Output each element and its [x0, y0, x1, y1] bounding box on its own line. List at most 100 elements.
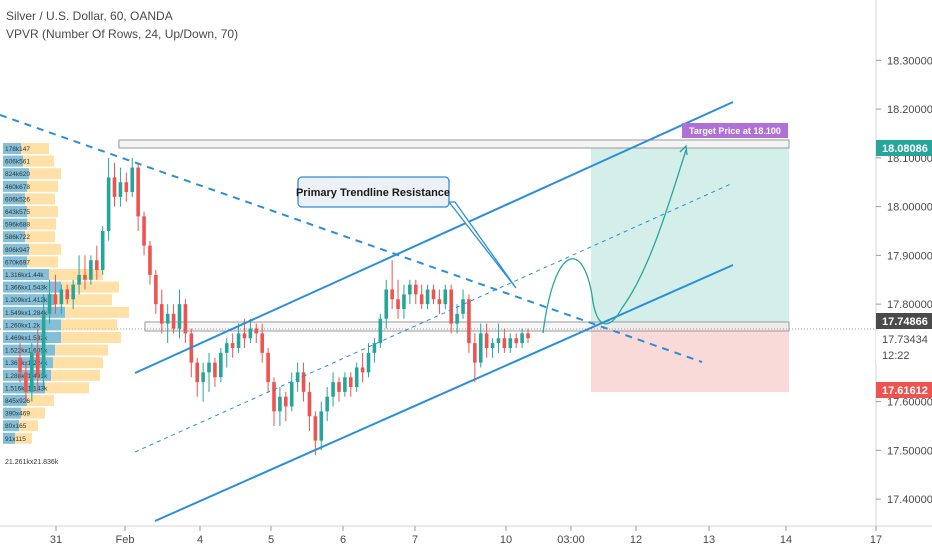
- time-tick-label: 4: [197, 534, 203, 546]
- candle: [136, 162, 140, 231]
- candle: [278, 387, 282, 426]
- channel-lower-line[interactable]: [154, 264, 734, 522]
- time-tick-label: 31: [50, 534, 62, 546]
- projection-arrowhead: [679, 144, 688, 156]
- volume-row-up: [3, 206, 27, 217]
- price-tick-label: 18.00000: [887, 202, 932, 214]
- volume-row-up: [3, 143, 21, 154]
- candle: [484, 323, 489, 358]
- volume-row-label: 80x165: [5, 423, 27, 430]
- candle-body: [396, 299, 400, 309]
- callout-pointer: [420, 201, 517, 289]
- candle: [266, 348, 270, 392]
- volume-row-down: [3, 243, 61, 255]
- time-tick-label: 14: [780, 534, 792, 546]
- candle-body: [325, 396, 329, 412]
- price-badge-label: 17.74866: [882, 316, 928, 328]
- candle-body: [207, 362, 211, 373]
- candle-body: [100, 231, 105, 270]
- volume-row-up: [3, 407, 21, 419]
- target-zone: [591, 147, 789, 325]
- candle: [431, 284, 436, 305]
- time-scale[interactable]: 31 Feb 4 5 6 7 10 03:00 12 13 14 17: [50, 526, 882, 546]
- candle-body: [508, 338, 513, 348]
- time-tick-label: 5: [268, 534, 274, 546]
- candle: [378, 313, 383, 348]
- volume-row-up: [3, 332, 61, 343]
- candle-body: [295, 372, 300, 383]
- candle: [301, 362, 306, 402]
- candle-body: [248, 328, 253, 339]
- volume-row-down: [3, 382, 89, 394]
- candle: [213, 357, 217, 387]
- candle-body: [89, 260, 93, 280]
- candle-body: [331, 382, 335, 397]
- callout-box[interactable]: [297, 176, 450, 208]
- candle: [77, 255, 81, 295]
- candle-body: [83, 274, 87, 280]
- candle: [384, 279, 389, 329]
- candle: [100, 226, 105, 275]
- channel-upper-line[interactable]: [134, 101, 734, 374]
- candle-body: [461, 299, 465, 314]
- candle-body: [106, 177, 111, 231]
- candle: [35, 328, 40, 392]
- candle-body: [467, 299, 471, 344]
- candle: [425, 284, 430, 309]
- volume-row-down: [3, 294, 112, 306]
- candle-body: [278, 396, 282, 412]
- candle: [514, 333, 518, 348]
- candle-body: [236, 333, 241, 348]
- candle-body: [490, 343, 495, 348]
- callout-label: Primary Trendline Resistance: [296, 187, 450, 199]
- volume-row-label: 1.549kx1.284k: [5, 310, 48, 317]
- channel-mid-line[interactable]: [134, 182, 734, 453]
- candle-body: [478, 333, 483, 363]
- candle: [408, 279, 412, 305]
- price-scale[interactable]: 18.3000018.2000018.1000018.0000017.90000…: [876, 55, 932, 506]
- price-tick-label: 18.20000: [887, 104, 932, 116]
- candle: [366, 343, 371, 378]
- volume-row-up: [3, 306, 65, 318]
- candle-body: [319, 411, 324, 441]
- candle-body: [473, 343, 477, 363]
- volume-row-up: [3, 155, 23, 167]
- candle-body: [148, 245, 152, 275]
- volume-row-label: 606k526: [5, 196, 30, 203]
- candle-body: [390, 289, 394, 300]
- candle-body: [431, 289, 436, 300]
- projection-path[interactable]: [542, 149, 687, 334]
- volume-row-down: [3, 306, 129, 318]
- candle-body: [254, 328, 259, 334]
- candle-body: [142, 216, 146, 246]
- price-tick-label: 18.30000: [887, 55, 932, 67]
- volume-row-up: [3, 243, 29, 255]
- volume-row-up: [3, 344, 55, 356]
- volume-row-up: [3, 168, 29, 180]
- candle: [47, 279, 52, 324]
- candle-body: [313, 416, 318, 441]
- volume-row-down: [3, 269, 103, 280]
- candle: [24, 362, 28, 402]
- volume-row-up: [3, 193, 25, 205]
- candle: [142, 211, 146, 256]
- candle: [419, 284, 424, 309]
- volume-row-label: 390x469: [5, 411, 30, 418]
- candle-body: [307, 391, 312, 417]
- volume-row-down: [3, 432, 32, 444]
- volume-row-up: [3, 218, 27, 230]
- candle-body: [408, 284, 412, 295]
- candle: [106, 157, 111, 241]
- support-zone-box[interactable]: [144, 321, 790, 332]
- candle-body: [18, 357, 22, 373]
- volume-row-down: [3, 344, 108, 356]
- candle-body: [165, 313, 170, 324]
- resistance-zone-box[interactable]: [118, 139, 790, 149]
- volume-row-label: 1.522kx1.605k: [5, 348, 48, 355]
- candle-body: [94, 260, 99, 270]
- candle: [396, 279, 400, 319]
- candle: [443, 284, 448, 309]
- candle-body: [154, 274, 158, 305]
- candle: [165, 304, 170, 344]
- candle-body: [514, 338, 518, 344]
